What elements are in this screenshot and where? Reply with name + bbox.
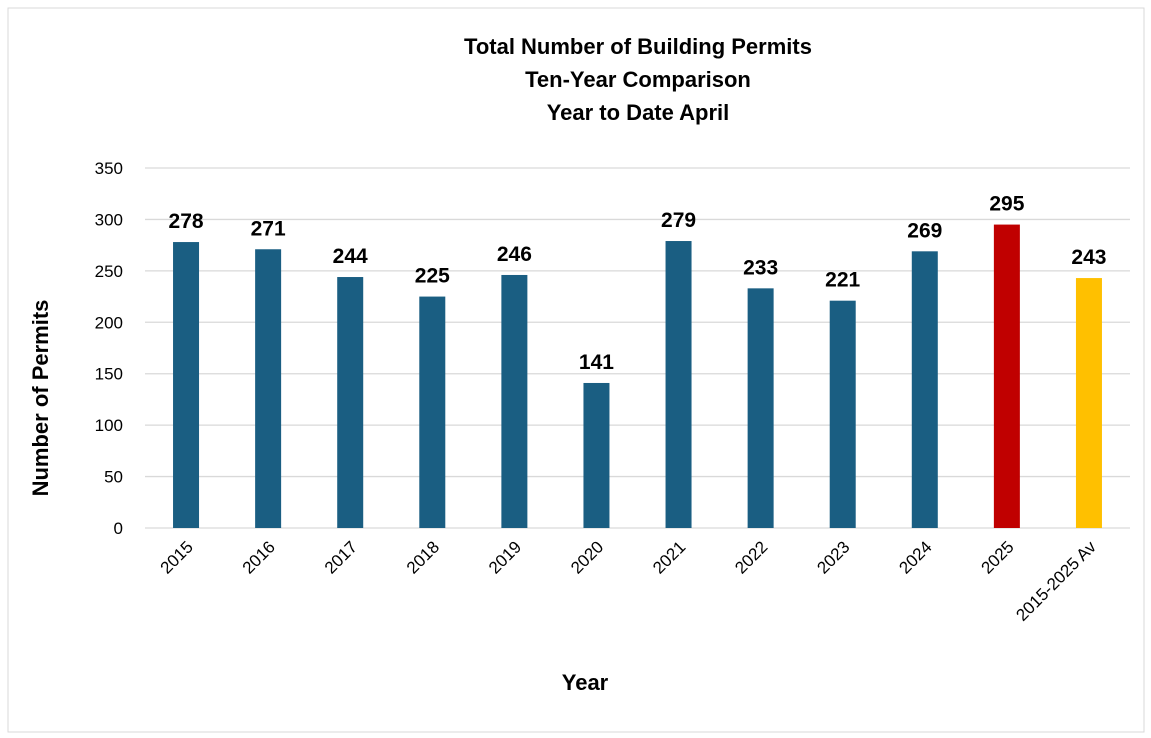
y-axis-label: Number of Permits: [28, 300, 53, 497]
data-label: 278: [169, 210, 204, 233]
bar: [1075, 278, 1102, 528]
bar: [501, 274, 528, 528]
bar: [337, 277, 364, 528]
bar: [583, 382, 610, 528]
bar: [255, 249, 282, 528]
data-label: 141: [579, 351, 614, 374]
data-label: 243: [1071, 246, 1106, 269]
data-label: 233: [743, 256, 778, 279]
bar: [173, 242, 200, 529]
y-tick-label: 150: [95, 365, 123, 384]
data-label: 269: [907, 219, 942, 242]
data-label: 244: [333, 245, 368, 268]
y-tick-label: 100: [95, 416, 123, 435]
x-axis-label: Year: [562, 670, 609, 695]
data-label: 279: [661, 209, 696, 232]
data-label: 225: [415, 265, 450, 288]
bar: [911, 251, 938, 529]
bar: [993, 224, 1020, 529]
data-label: 221: [825, 269, 860, 292]
data-label: 271: [251, 217, 286, 240]
y-tick-label: 250: [95, 262, 123, 281]
y-tick-label: 50: [104, 468, 123, 487]
data-label: 246: [497, 243, 532, 266]
chart-title: Year to Date April: [547, 100, 730, 125]
bar: [419, 296, 446, 528]
bar: [747, 288, 774, 528]
y-tick-label: 300: [95, 210, 123, 229]
data-label: 295: [989, 193, 1024, 216]
y-tick-label: 350: [95, 159, 123, 178]
y-tick-label: 0: [114, 519, 123, 538]
chart-title: Total Number of Building Permits: [464, 34, 812, 59]
chart-title: Ten-Year Comparison: [525, 67, 751, 92]
y-tick-label: 200: [95, 313, 123, 332]
bar: [829, 300, 856, 528]
bar: [665, 241, 692, 528]
